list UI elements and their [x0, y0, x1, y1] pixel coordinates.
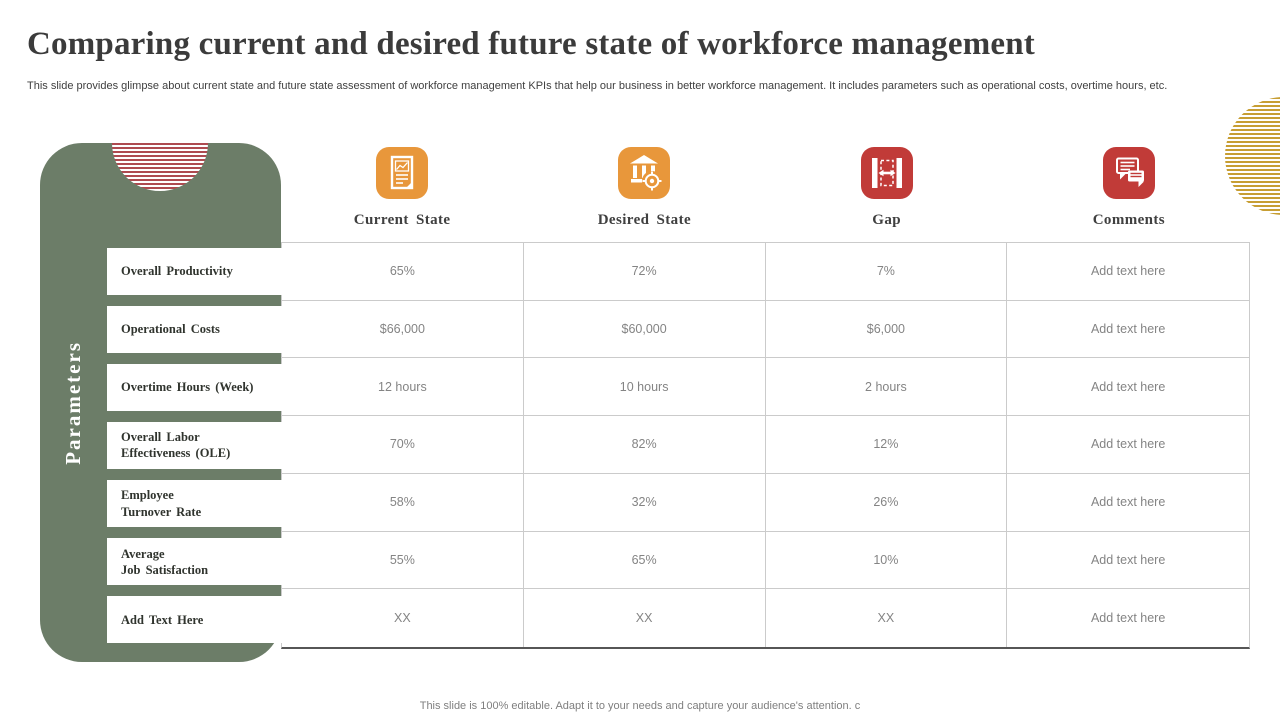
slide-title: Comparing current and desired future sta… [27, 26, 1035, 62]
column-header-current-state: Current State [281, 147, 523, 232]
column-label: Comments [1092, 212, 1166, 228]
table-cell-gap: $6,000 [765, 300, 1008, 359]
column-headers: Current State Desired State [281, 147, 1250, 232]
table-cell-desired_state: 32% [523, 473, 766, 532]
table-cell-desired_state: XX [524, 589, 766, 647]
table-cell-gap: 7% [765, 243, 1008, 301]
parameter-label-slot: Operational Costs [107, 300, 282, 358]
parameters-title-wrap: Parameters [40, 143, 106, 662]
table-cell-desired_state: 10 hours [523, 358, 766, 417]
table-cell-desired_state: 72% [523, 243, 766, 301]
table-cell-desired_state: $60,000 [523, 300, 766, 359]
table-cell-current_state: 65% [282, 243, 524, 301]
table-cell-gap: XX [766, 589, 1008, 647]
table-cell-comments: Add text here [1007, 416, 1249, 474]
column-label: Gap [872, 212, 901, 228]
table-cell-gap: 2 hours [765, 358, 1008, 417]
table-cell-desired_state: 65% [523, 531, 766, 590]
parameter-label: Add Text Here [107, 596, 282, 644]
table-cell-desired_state: 82% [523, 416, 766, 474]
table-cell-comments: Add text here [1090, 611, 1166, 626]
table-cell-gap: 26% [765, 473, 1008, 532]
parameter-label-slot: Overall Productivity [107, 242, 282, 300]
table-cell-current_state: 12 hours [282, 358, 524, 417]
speech-bubbles-icon [1102, 147, 1155, 199]
column-header-gap: Gap [766, 147, 1008, 232]
parameter-label: Operational Costs [107, 305, 282, 353]
table-cell-current_state: 70% [282, 416, 524, 474]
parameter-label-slot: Overtime Hours (Week) [107, 358, 282, 416]
slide-description: This slide provides glimpse about curren… [27, 80, 1168, 92]
parameter-label: Overtime Hours (Week) [107, 363, 282, 411]
red-striped-semicircle-decoration [112, 143, 208, 191]
table-cell-gap: 10% [765, 531, 1008, 590]
parameters-label: Parameters [60, 340, 85, 465]
table-cell-comments: Add text here [1007, 532, 1249, 590]
parameter-label: Average Job Satisfaction [107, 538, 282, 586]
column-label: Current State [353, 212, 451, 228]
table-cell-comments: Add text here [1007, 358, 1249, 417]
footer-note: This slide is 100% editable. Adapt it to… [419, 700, 861, 712]
parameter-label: Overall Labor Effectiveness (OLE) [107, 421, 282, 469]
column-header-desired-state: Desired State [523, 147, 765, 232]
comparison-table: 65% 72% 7% Add text here $66,000 $60,000 $6,00… [281, 242, 1250, 649]
parameter-label: Employee Turnover Rate [107, 480, 282, 528]
table-cell-comments: Add text here [1007, 243, 1249, 301]
column-header-comments: Comments [1008, 147, 1250, 232]
table-cell-current_state: 55% [282, 531, 524, 590]
parameter-labels: Overall Productivity Operational Costs Ove… [107, 242, 282, 649]
parameter-label-slot: Add Text Here [107, 591, 282, 649]
column-label: Desired State [597, 212, 692, 228]
parameter-label-slot: Employee Turnover Rate [107, 475, 282, 533]
table-cell-current_state: $66,000 [282, 300, 524, 359]
table-cell-comments: Add text here [1007, 301, 1249, 359]
parameter-label-slot: Overall Labor Effectiveness (OLE) [107, 416, 282, 474]
parameter-label: Overall Productivity [107, 247, 282, 295]
table-cell-current_state: 58% [282, 473, 524, 532]
table-cell-gap: 12% [765, 416, 1008, 474]
bank-target-icon [618, 147, 671, 199]
table-cell-comments: Add text here [1007, 474, 1249, 532]
table-cell-current_state: XX [282, 589, 524, 647]
document-chart-icon [376, 147, 429, 199]
gap-arrows-icon [860, 147, 913, 199]
parameter-label-slot: Average Job Satisfaction [107, 533, 282, 591]
